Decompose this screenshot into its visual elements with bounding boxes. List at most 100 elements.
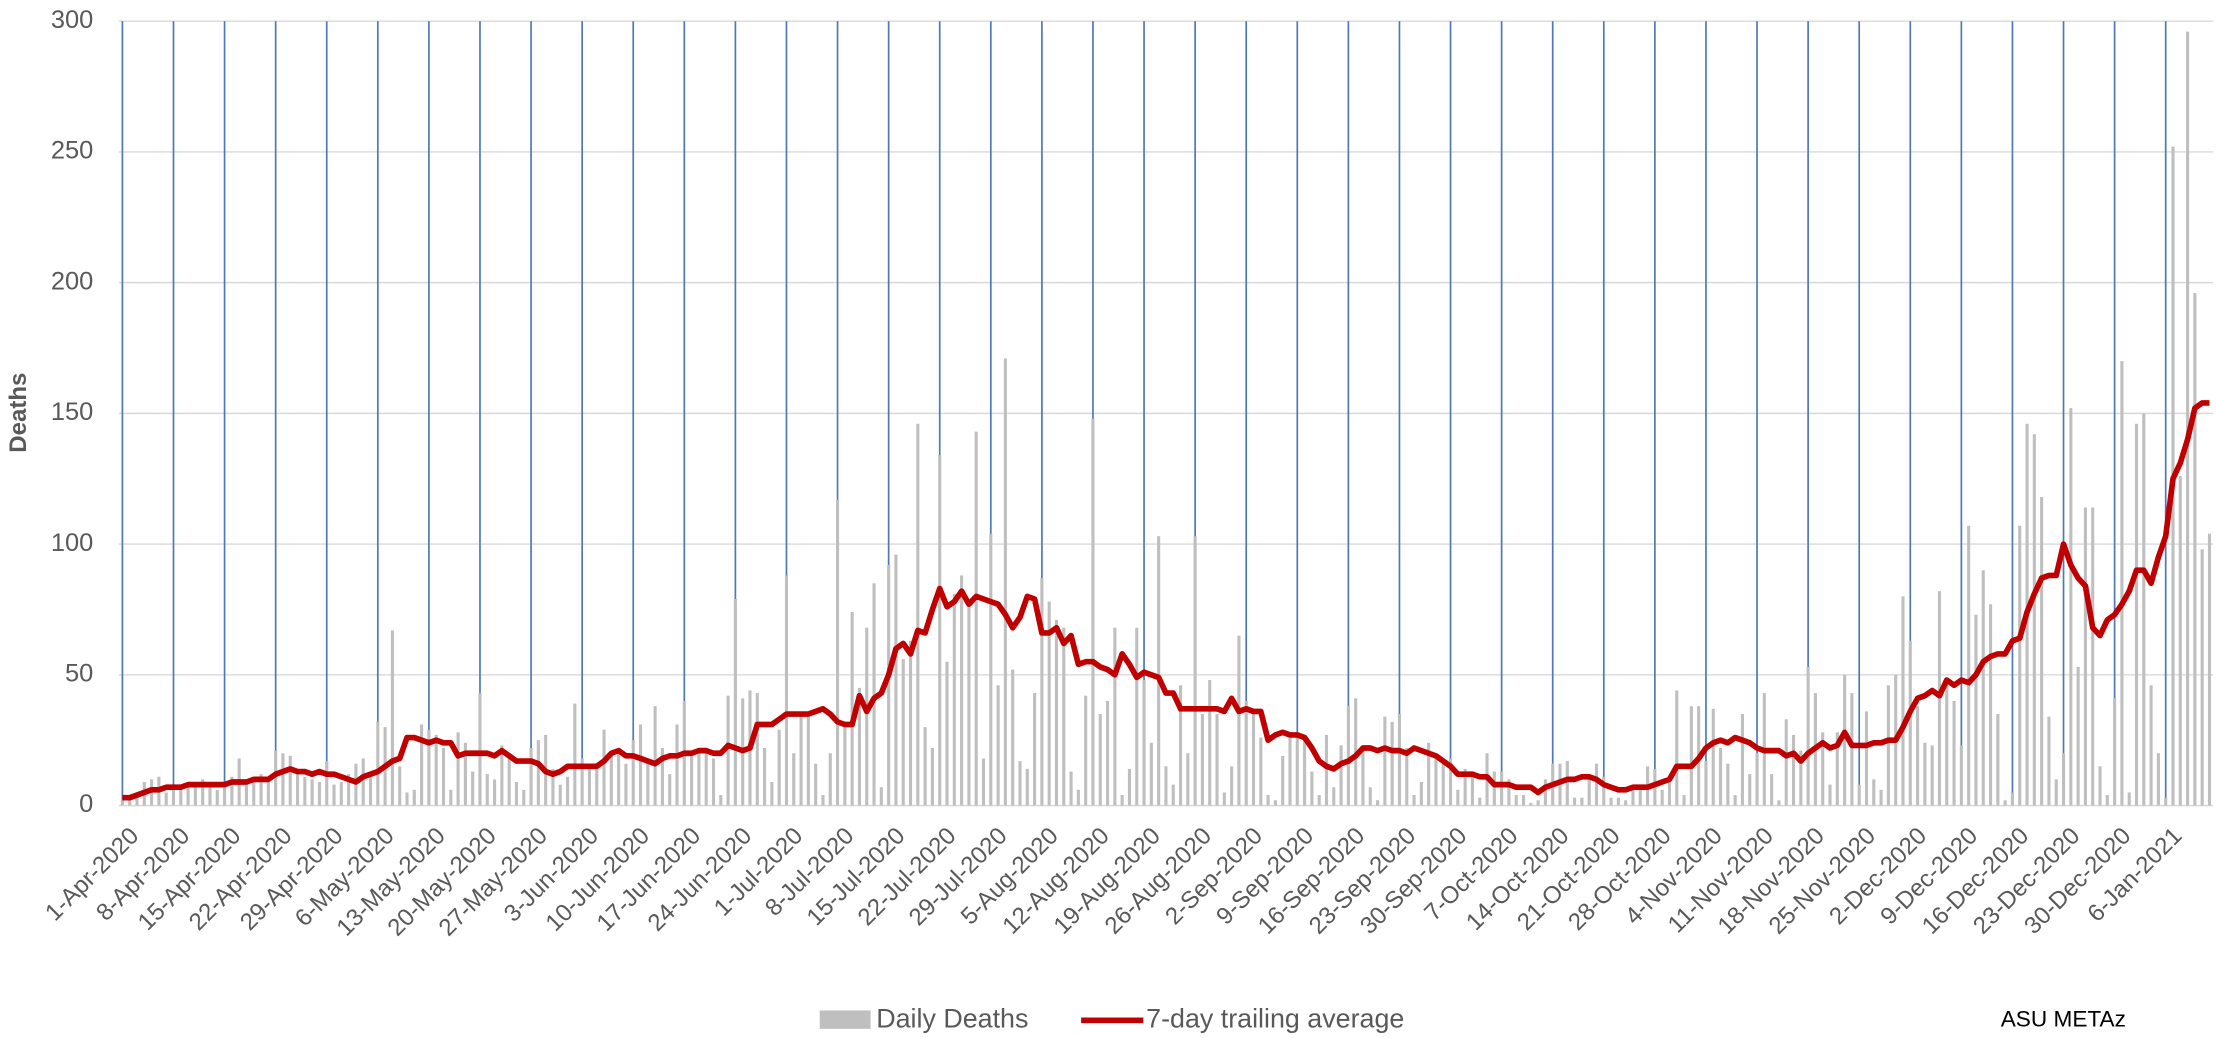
bar (733, 598, 737, 806)
bar (814, 763, 818, 806)
bar (828, 753, 832, 806)
bar (908, 640, 913, 806)
y-axis-label: Deaths (5, 373, 32, 453)
bar (1682, 795, 1686, 806)
bar (1317, 795, 1321, 806)
bar (660, 748, 664, 806)
bar (1821, 732, 1825, 806)
bar (1186, 753, 1190, 806)
bar (609, 753, 613, 806)
bar (1631, 787, 1635, 806)
bar (2164, 797, 2168, 806)
bar (274, 750, 278, 806)
bar (2003, 800, 2007, 806)
bar (179, 789, 183, 806)
bar (551, 768, 555, 806)
bar (872, 583, 876, 806)
bar (1084, 695, 1088, 806)
bar (1587, 776, 1591, 806)
bar (1733, 795, 1737, 806)
bar (850, 612, 854, 806)
bar (1419, 781, 1423, 806)
bar (1843, 674, 1847, 806)
bar (303, 776, 307, 806)
y-tick-label: 300 (51, 6, 93, 34)
bar (901, 659, 905, 806)
bar (1448, 758, 1453, 806)
bar (295, 771, 300, 806)
bar (1850, 693, 1854, 806)
bar (1828, 784, 1832, 806)
legend-swatch (819, 1010, 871, 1029)
bar (1624, 800, 1628, 806)
bar (1784, 719, 1788, 806)
bar (420, 724, 424, 806)
bar (1770, 774, 1774, 806)
bar (317, 781, 321, 806)
bar (1215, 714, 1219, 806)
bar (2076, 666, 2080, 806)
bar (763, 748, 767, 806)
y-tick-label: 200 (51, 267, 93, 295)
bar (945, 661, 949, 806)
bar (471, 771, 475, 806)
bar (719, 795, 723, 806)
bar (981, 758, 986, 806)
legend-label: Daily Deaths (876, 1003, 1028, 1033)
bar (1711, 708, 1715, 806)
bar (281, 753, 285, 806)
y-tick-label: 0 (79, 790, 93, 818)
bar (1580, 797, 1584, 806)
bar (1054, 619, 1059, 806)
bar (310, 779, 314, 806)
bar (2120, 361, 2124, 806)
bar (726, 695, 730, 806)
bar (836, 499, 840, 806)
bar (1609, 797, 1613, 806)
bar (1434, 758, 1438, 806)
bar (230, 776, 234, 806)
bar (1040, 578, 1044, 806)
bar (1908, 640, 1912, 806)
bar (1777, 800, 1781, 806)
bar (427, 729, 431, 806)
bar (1726, 763, 1730, 806)
bar (1791, 734, 1796, 806)
bar (2091, 507, 2095, 806)
bar (1981, 570, 1985, 806)
bar (266, 781, 270, 806)
bar (1470, 776, 1474, 806)
bar (1930, 745, 1934, 806)
bar (1740, 714, 1744, 806)
bar (434, 734, 438, 806)
bar (1857, 784, 1861, 806)
bar (1244, 700, 1248, 806)
bar (1106, 700, 1110, 806)
bar (1514, 795, 1518, 806)
bar (493, 779, 497, 806)
bar (347, 774, 351, 806)
bar (208, 787, 212, 806)
bar (1157, 536, 1161, 806)
bar (1573, 797, 1577, 806)
bar (1959, 745, 1963, 806)
bar (1011, 669, 1015, 806)
bar (1383, 716, 1387, 806)
bar (485, 774, 489, 806)
bar (784, 575, 789, 806)
bar (1339, 745, 1343, 806)
bar (1901, 596, 1905, 806)
bar (1704, 761, 1708, 806)
bar (1251, 714, 1256, 806)
bar (441, 748, 446, 806)
bar (1427, 742, 1431, 806)
bar (1397, 714, 1402, 806)
bar (974, 431, 978, 806)
bar (412, 789, 416, 806)
bar (1368, 787, 1372, 806)
bar (821, 795, 825, 806)
bar (1689, 706, 1693, 806)
bar (916, 423, 920, 806)
bar (1521, 795, 1526, 806)
bar (1974, 614, 1978, 806)
